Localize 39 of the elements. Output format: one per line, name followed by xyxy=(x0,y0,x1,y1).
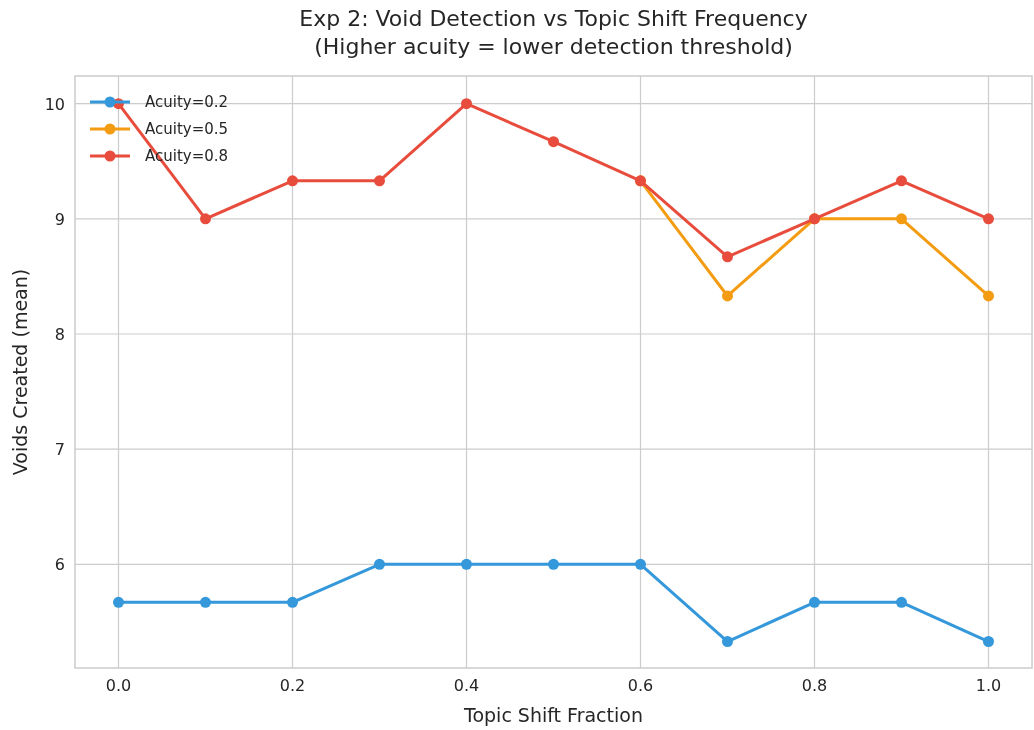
chart-title: Exp 2: Void Detection vs Topic Shift Frequency xyxy=(299,6,808,31)
chart-subtitle: (Higher acuity = lower detection threshold) xyxy=(314,34,793,59)
y-tick-label: 9 xyxy=(54,209,65,229)
y-tick-label: 7 xyxy=(54,440,65,460)
point xyxy=(635,558,646,570)
point xyxy=(287,596,298,608)
point xyxy=(374,558,385,570)
x-tick-label: 1.0 xyxy=(975,676,1002,695)
point xyxy=(809,596,820,608)
point xyxy=(113,596,124,608)
point xyxy=(722,290,733,302)
y-tick-label: 8 xyxy=(54,324,65,344)
y-tick-label: 6 xyxy=(54,555,65,575)
x-tick-label: 0.6 xyxy=(627,676,654,695)
point xyxy=(983,290,994,302)
point xyxy=(983,636,994,648)
legend-label: Acuity=0.2 xyxy=(145,93,229,111)
x-tick-label: 0.2 xyxy=(279,676,306,695)
point xyxy=(896,213,907,225)
point xyxy=(722,636,733,648)
point xyxy=(548,558,559,570)
point xyxy=(461,558,472,570)
point xyxy=(461,98,472,110)
x-tick-label: 0.4 xyxy=(453,676,480,695)
point xyxy=(200,596,211,608)
y-axis-title: Voids Created (mean) xyxy=(9,268,31,476)
x-tick-label: 0.0 xyxy=(105,676,132,695)
point xyxy=(896,596,907,608)
point xyxy=(548,136,559,148)
point xyxy=(287,175,298,187)
point xyxy=(200,213,211,225)
x-tick-label: 0.8 xyxy=(801,676,828,695)
x-axis-title: Topic Shift Fraction xyxy=(463,704,643,726)
legend-label: Acuity=0.5 xyxy=(145,120,229,138)
point xyxy=(896,175,907,187)
point xyxy=(374,175,385,187)
point xyxy=(722,251,733,263)
point xyxy=(983,213,994,225)
y-tick-label: 10 xyxy=(44,94,65,114)
